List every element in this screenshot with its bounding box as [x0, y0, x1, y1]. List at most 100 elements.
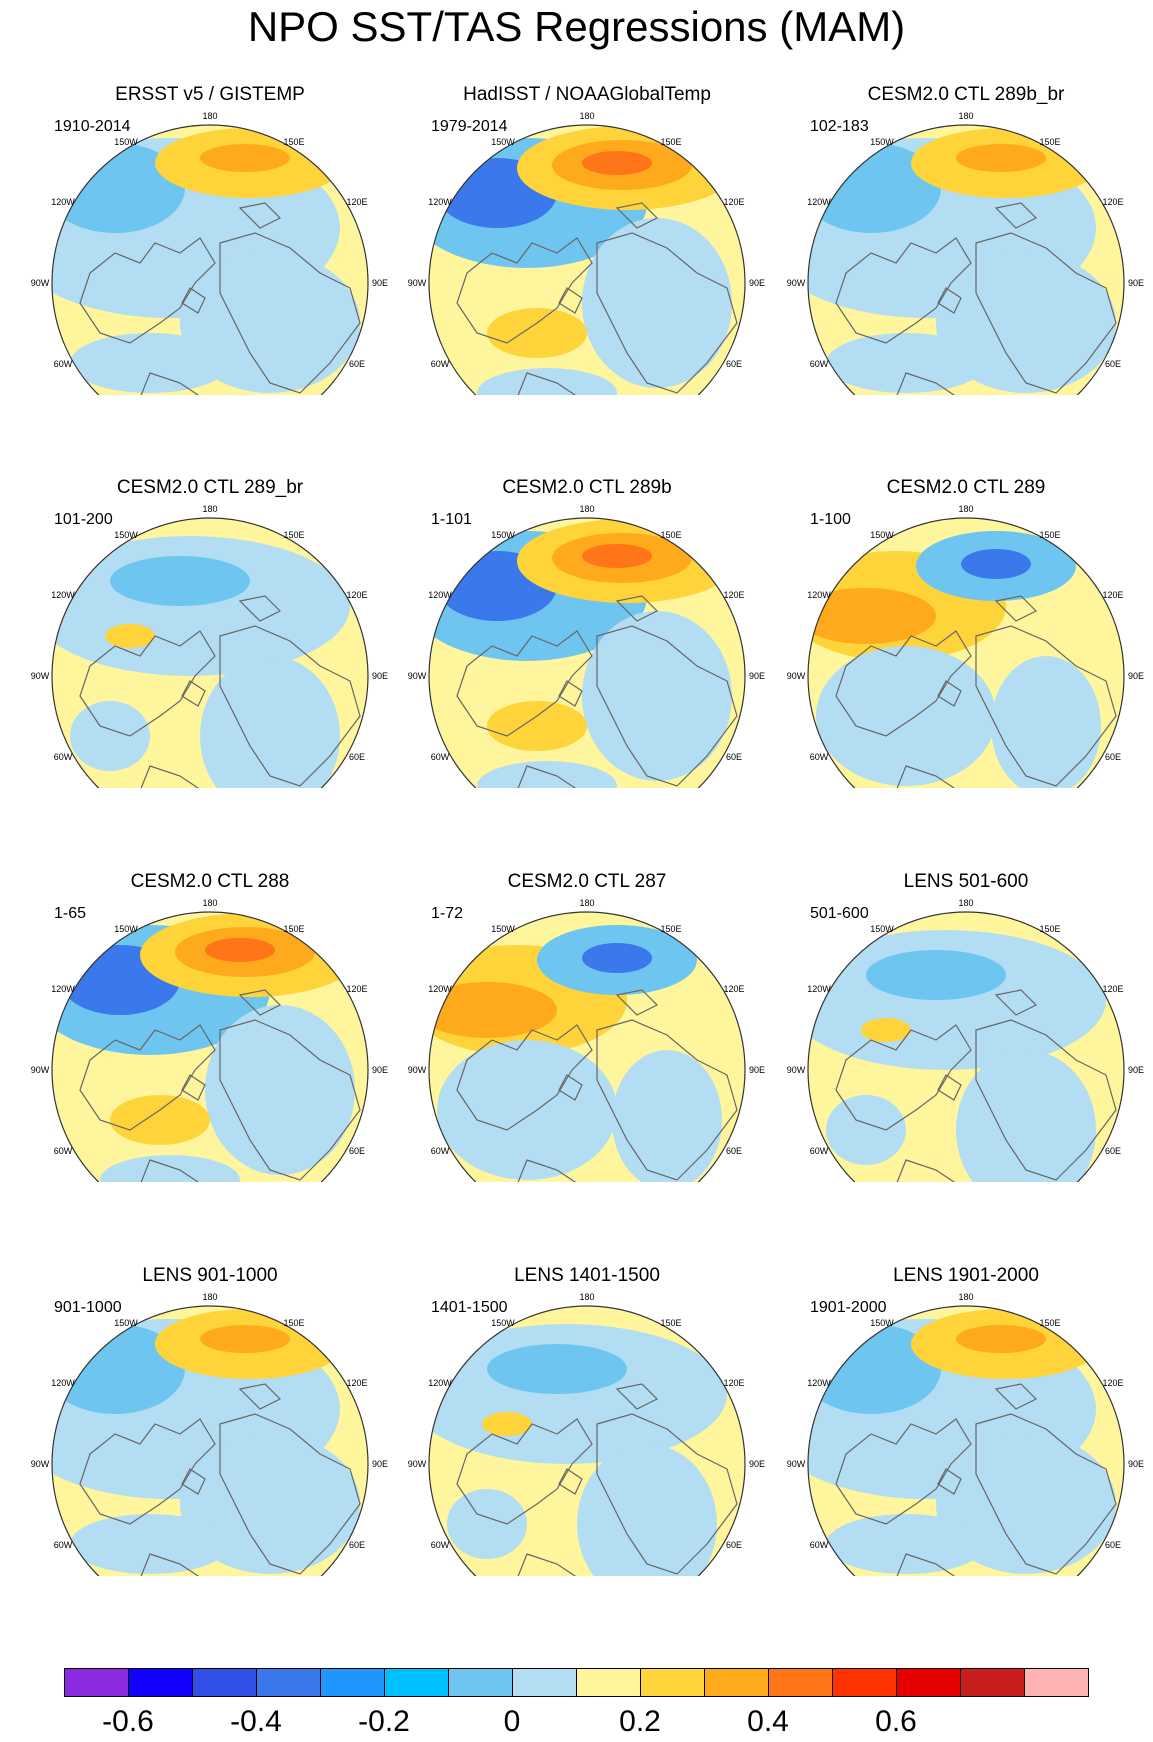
- longitude-label: 150W: [870, 924, 894, 934]
- anomaly-region: [429, 982, 557, 1038]
- panel-period: 901-1000: [54, 1299, 122, 1316]
- coastline: [238, 202, 282, 229]
- colorbar-swatch: [192, 1668, 257, 1697]
- anomaly-region: [477, 761, 617, 788]
- coastline: [139, 765, 221, 788]
- coastline: [994, 595, 1038, 622]
- coastline: [558, 1074, 583, 1101]
- coastline: [516, 1553, 598, 1576]
- panel-period: 1-65: [54, 905, 87, 922]
- coastline: [456, 630, 593, 737]
- anomaly-region: [482, 1412, 532, 1436]
- polar-map: 180150W150E120W120E90W90E60W60E30W30E0: [787, 898, 1144, 1182]
- polar-map: 180150W150E120W120E90W90E60W60E30W30E0: [787, 1292, 1144, 1576]
- panel-title: HadISST / NOAAGlobalTemp: [463, 84, 711, 105]
- map-boundary: [51, 911, 369, 1182]
- coastline: [895, 1159, 977, 1182]
- panel-period: 501-600: [810, 905, 869, 922]
- panel-period: 102-183: [810, 118, 869, 135]
- anomaly-region: [70, 701, 150, 771]
- anomaly-region: [612, 1050, 722, 1182]
- panel-period: 1-72: [431, 905, 464, 922]
- anomaly-region: [866, 950, 1006, 1000]
- coastline: [975, 625, 1117, 787]
- polar-map: 180150W150E120W120E90W90E60W60E30W30E0: [408, 1292, 765, 1576]
- longitude-label: 150W: [114, 530, 138, 540]
- map-boundary: [51, 517, 369, 788]
- colorbar-swatch: [960, 1668, 1025, 1697]
- longitude-label: 120E: [723, 1378, 744, 1388]
- map-boundary: [51, 1305, 369, 1576]
- panel-period: 1-100: [810, 511, 851, 528]
- longitude-label: 120W: [51, 984, 75, 994]
- colorbar-tick-label: -0.6: [102, 1705, 154, 1738]
- longitude-label: 90E: [1128, 671, 1144, 681]
- longitude-label: 120W: [807, 197, 831, 207]
- longitude-label: 120E: [1102, 984, 1123, 994]
- longitude-label: 120W: [428, 197, 452, 207]
- anomaly-region: [70, 1514, 230, 1574]
- longitude-label: 120W: [51, 1378, 75, 1388]
- panel-period: 1401-1500: [431, 1299, 508, 1316]
- anomaly-region: [582, 544, 652, 568]
- longitude-label: 60W: [54, 1146, 73, 1156]
- longitude-label: 90E: [372, 671, 388, 681]
- coastline: [516, 765, 598, 788]
- panel-title: CESM2.0 CTL 289_br: [116, 477, 304, 498]
- anomaly-region: [447, 1489, 527, 1559]
- longitude-label: 60W: [54, 1540, 73, 1550]
- longitude-label: 60E: [726, 1540, 742, 1550]
- anomaly-region: [487, 308, 587, 358]
- map-panel: 180150W150E120W120E90W90E60W60E30W30E0Ha…: [397, 0, 777, 395]
- panel-period: 1910-2014: [54, 118, 131, 135]
- coastline: [937, 680, 962, 707]
- longitude-label: 150W: [114, 1318, 138, 1328]
- panel-title: ERSST v5 / GISTEMP: [115, 84, 305, 105]
- main-title: NPO SST/TAS Regressions (MAM): [247, 3, 906, 50]
- anomaly-region: [110, 1095, 210, 1145]
- longitude-label: 90E: [749, 1065, 765, 1075]
- longitude-label: 180: [958, 111, 973, 121]
- colorbar-swatch: [384, 1668, 449, 1697]
- coastline: [558, 287, 583, 314]
- longitude-label: 180: [958, 1292, 973, 1302]
- map-boundary: [428, 517, 746, 788]
- longitude-label: 150E: [283, 137, 304, 147]
- coastline: [219, 1413, 361, 1575]
- coastline: [835, 1024, 972, 1131]
- panel-period: 101-200: [54, 511, 113, 528]
- map-panel: 180150W150E120W120E90W90E60W60E30W30E0LE…: [20, 1181, 400, 1576]
- panel-period: 1901-2000: [810, 1299, 887, 1316]
- longitude-label: 150E: [283, 924, 304, 934]
- longitude-label: 120E: [346, 1378, 367, 1388]
- longitude-label: 60E: [349, 1146, 365, 1156]
- map-boundary: [807, 124, 1125, 395]
- longitude-label: 120W: [51, 590, 75, 600]
- longitude-label: 150W: [491, 137, 515, 147]
- colorbar-tick-label: -0.4: [230, 1705, 282, 1738]
- coastline: [975, 1413, 1117, 1575]
- colorbar-swatch: [832, 1668, 897, 1697]
- longitude-label: 60E: [726, 752, 742, 762]
- anomaly-region: [110, 556, 250, 606]
- coastline: [238, 989, 282, 1016]
- map-panel: 180150W150E120W120E90W90E60W60E30W30E0LE…: [397, 1181, 777, 1576]
- coastline: [835, 237, 972, 344]
- panel-title: CESM2.0 CTL 289b_br: [867, 84, 1065, 105]
- longitude-label: 60E: [1105, 1146, 1121, 1156]
- anomaly-region: [956, 1325, 1046, 1353]
- longitude-label: 90W: [408, 1459, 427, 1469]
- coastline: [181, 1074, 206, 1101]
- longitude-label: 60E: [726, 359, 742, 369]
- coastline: [596, 1413, 738, 1575]
- coastline: [895, 765, 977, 788]
- colorbar-tick-label: 0.2: [619, 1705, 661, 1738]
- colorbar-swatch: [896, 1668, 961, 1697]
- longitude-label: 120E: [346, 197, 367, 207]
- coastline: [238, 595, 282, 622]
- longitude-label: 180: [202, 898, 217, 908]
- coastline: [615, 202, 659, 229]
- longitude-label: 180: [579, 111, 594, 121]
- longitude-label: 120E: [723, 590, 744, 600]
- polar-map: 180150W150E120W120E90W90E60W60E30W30E0: [31, 898, 388, 1182]
